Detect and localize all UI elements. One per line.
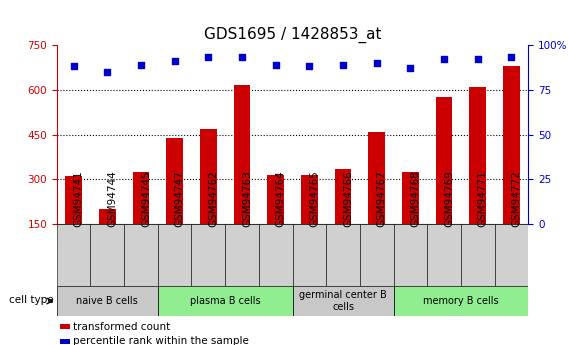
Point bbox=[170, 58, 179, 64]
Text: transformed count: transformed count bbox=[73, 322, 170, 332]
Bar bbox=[233, 85, 250, 224]
Bar bbox=[57, 286, 158, 316]
Bar bbox=[335, 169, 352, 224]
Point bbox=[204, 55, 213, 60]
Bar bbox=[99, 209, 116, 224]
Text: GSM94741: GSM94741 bbox=[74, 171, 83, 227]
Point bbox=[339, 62, 348, 67]
Bar bbox=[326, 224, 360, 286]
Bar bbox=[191, 224, 225, 286]
Bar bbox=[60, 324, 70, 329]
Text: cell type: cell type bbox=[9, 295, 53, 305]
Text: GSM94747: GSM94747 bbox=[175, 171, 185, 227]
Text: plasma B cells: plasma B cells bbox=[190, 296, 261, 306]
Bar bbox=[158, 286, 293, 316]
Bar bbox=[394, 224, 427, 286]
Bar bbox=[65, 176, 82, 224]
Bar bbox=[301, 175, 318, 224]
Text: GSM94767: GSM94767 bbox=[377, 171, 387, 227]
Text: GSM94766: GSM94766 bbox=[343, 171, 353, 227]
Bar bbox=[293, 224, 326, 286]
Text: GSM94764: GSM94764 bbox=[275, 171, 286, 227]
Text: GSM94745: GSM94745 bbox=[141, 171, 151, 227]
Text: GSM94762: GSM94762 bbox=[208, 171, 218, 227]
Point bbox=[237, 55, 247, 60]
Text: germinal center B
cells: germinal center B cells bbox=[299, 290, 387, 312]
Text: GSM94763: GSM94763 bbox=[242, 171, 252, 227]
Point bbox=[271, 62, 280, 67]
Bar bbox=[90, 224, 124, 286]
Point bbox=[136, 62, 145, 67]
Bar bbox=[166, 138, 183, 224]
Bar bbox=[402, 172, 419, 224]
Title: GDS1695 / 1428853_at: GDS1695 / 1428853_at bbox=[204, 27, 381, 43]
Bar bbox=[469, 87, 486, 224]
Point bbox=[69, 63, 78, 69]
Point bbox=[440, 57, 449, 62]
Text: percentile rank within the sample: percentile rank within the sample bbox=[73, 336, 249, 345]
Point bbox=[305, 63, 314, 69]
Bar bbox=[57, 224, 90, 286]
Point bbox=[406, 66, 415, 71]
Text: naive B cells: naive B cells bbox=[77, 296, 138, 306]
Point bbox=[473, 57, 482, 62]
Bar bbox=[124, 224, 158, 286]
Bar bbox=[200, 129, 217, 224]
Bar bbox=[225, 224, 259, 286]
Text: memory B cells: memory B cells bbox=[423, 296, 499, 306]
Text: GSM94744: GSM94744 bbox=[107, 171, 118, 227]
Point bbox=[507, 55, 516, 60]
Bar bbox=[268, 175, 284, 224]
Bar bbox=[158, 224, 191, 286]
Text: GSM94772: GSM94772 bbox=[511, 171, 521, 227]
Bar bbox=[461, 224, 495, 286]
Point bbox=[372, 60, 381, 66]
Text: GSM94771: GSM94771 bbox=[478, 171, 488, 227]
Bar bbox=[132, 172, 149, 224]
Bar bbox=[394, 286, 528, 316]
Bar bbox=[436, 97, 453, 224]
Bar bbox=[503, 66, 520, 224]
Text: GSM94765: GSM94765 bbox=[310, 171, 319, 227]
Text: GSM94769: GSM94769 bbox=[444, 171, 454, 227]
Bar bbox=[495, 224, 528, 286]
Bar bbox=[60, 339, 70, 344]
Bar bbox=[360, 224, 394, 286]
Bar bbox=[427, 224, 461, 286]
Text: GSM94768: GSM94768 bbox=[410, 171, 420, 227]
Bar bbox=[368, 131, 385, 224]
Bar bbox=[259, 224, 293, 286]
Point bbox=[103, 69, 112, 75]
Bar bbox=[293, 286, 394, 316]
